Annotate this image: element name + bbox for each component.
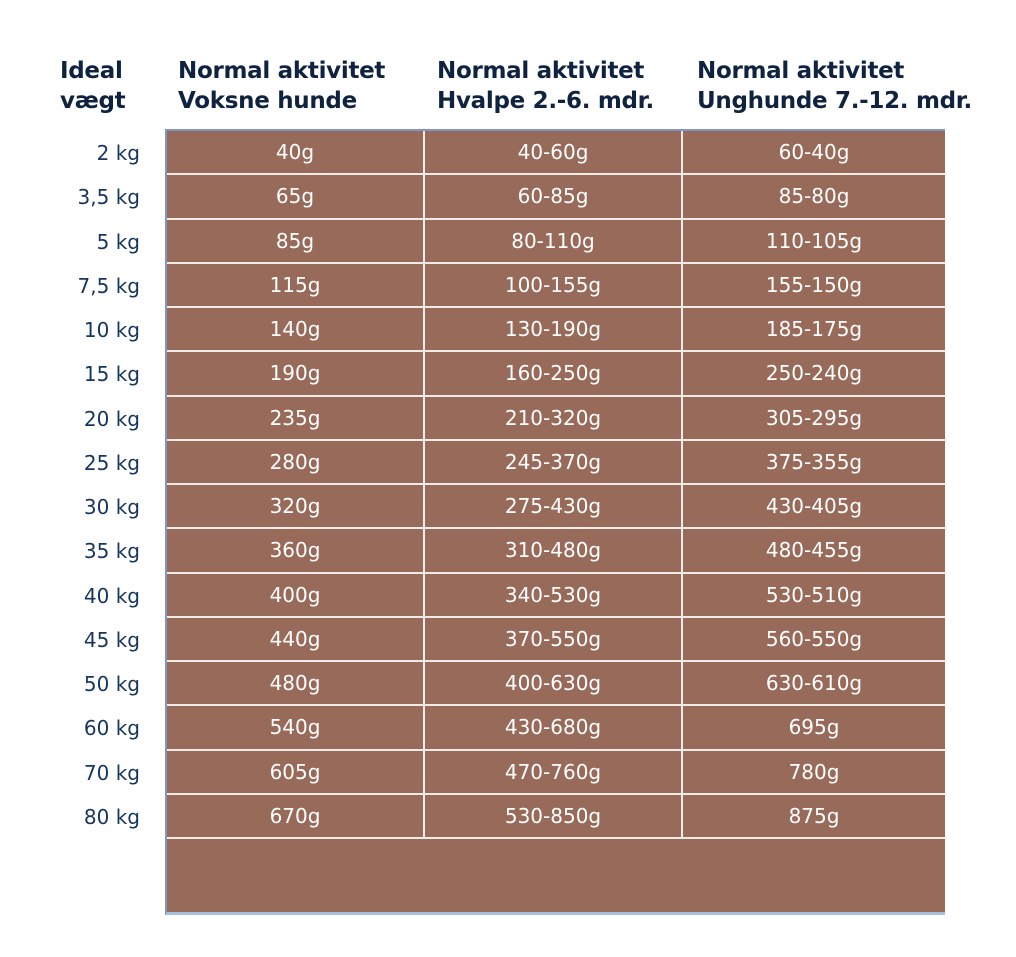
weight-label: 25 kg [83, 450, 140, 475]
cell-adult: 140g [167, 308, 425, 353]
cell-puppy: 310-480g [425, 529, 683, 574]
table-row: 320g 275-430g 430-405g [167, 485, 945, 530]
cell-puppy: 210-320g [425, 396, 683, 441]
cell-adult: 190g [167, 352, 425, 397]
weight-label: 50 kg [83, 672, 140, 696]
cell-adult: 400g [167, 573, 425, 618]
cell-junior: 60-40g [683, 131, 945, 176]
header-junior: Normal aktivitet Unghunde 7.-12. mdr. [697, 58, 972, 114]
cell-junior: 780g [683, 751, 945, 795]
weight-label: 3,5 kg [77, 185, 140, 210]
table-row: 40g 40-60g 60-40g [167, 131, 945, 176]
weight-label: 15 kg [83, 362, 140, 387]
cell-puppy: 470-760g [425, 750, 683, 795]
cell-adult: 85g [167, 219, 425, 264]
cell-junior: 375-355g [683, 441, 945, 485]
table-row: 360g 310-480g 480-455g [167, 529, 945, 574]
weight-label: 40 kg [83, 583, 140, 608]
cell-adult: 235g [167, 396, 425, 441]
cell-puppy: 275-430g [425, 485, 683, 530]
cell-junior: 110-105g [683, 220, 945, 264]
cell-adult: 280g [167, 440, 425, 485]
cell-adult: 480g [167, 662, 425, 707]
cell-junior: 430-405g [683, 485, 945, 530]
cell-puppy: 100-155g [425, 263, 683, 308]
cell-junior: 480-455g [683, 529, 945, 574]
cell-junior: 85-80g [683, 175, 945, 220]
weight-label: 7,5 kg [77, 273, 140, 298]
cell-puppy: 430-680g [425, 706, 683, 751]
table-row: 85g 80-110g 110-105g [167, 219, 945, 264]
table-row: 480g 400-630g 630-610g [167, 662, 945, 707]
weight-label: 45 kg [83, 627, 140, 652]
table-row: 65g 60-85g 85-80g [167, 175, 945, 220]
cell-adult: 40g [167, 131, 425, 176]
table-row: 670g 530-850g 875g [167, 794, 945, 839]
cell-junior: 155-150g [683, 264, 945, 308]
cell-adult: 65g [167, 175, 425, 220]
cell-puppy: 80-110g [425, 219, 683, 264]
weight-label: 70 kg [83, 760, 140, 785]
weight-label: 35 kg [83, 539, 140, 564]
weight-label: 60 kg [83, 716, 140, 741]
cell-puppy: 340-530g [425, 573, 683, 618]
table-row: 235g 210-320g 305-295g [167, 396, 945, 441]
weight-label: 10 kg [83, 318, 140, 342]
cell-junior: 695g [683, 706, 945, 751]
cell-puppy: 370-550g [425, 617, 683, 662]
weight-label: 80 kg [83, 804, 140, 829]
weight-label: 2 kg [96, 141, 140, 165]
cell-adult: 360g [167, 529, 425, 574]
header-puppy: Normal aktivitet Hvalpe 2.-6. mdr. [437, 58, 654, 114]
table-row: 400g 340-530g 530-510g [167, 573, 945, 618]
cell-puppy: 245-370g [425, 440, 683, 485]
table-row: 140g 130-190g 185-175g [167, 308, 945, 353]
cell-puppy: 130-190g [425, 308, 683, 353]
cell-puppy: 530-850g [425, 794, 683, 839]
table-row: 190g 160-250g 250-240g [167, 352, 945, 397]
table-row: 440g 370-550g 560-550g [167, 617, 945, 662]
cell-adult: 115g [167, 263, 425, 308]
cell-puppy: 40-60g [425, 131, 683, 176]
cell-junior: 250-240g [683, 352, 945, 397]
weight-label: 20 kg [83, 406, 140, 431]
header-adult: Normal aktivitet Voksne hunde [178, 58, 386, 114]
table-row: 280g 245-370g 375-355g [167, 440, 945, 485]
cell-junior: 560-550g [683, 618, 945, 662]
feeding-table: 40g 40-60g 60-40g 65g 60-85g 85-80g 85g 80-110g… [165, 129, 945, 915]
table-row: 540g 430-680g 695g [167, 706, 945, 751]
header-weight: Ideal vægt [60, 58, 126, 114]
cell-puppy: 60-85g [425, 175, 683, 220]
weight-label: 5 kg [96, 229, 140, 254]
weight-label: 30 kg [83, 495, 140, 519]
cell-adult: 540g [167, 706, 425, 751]
cell-adult: 320g [167, 485, 425, 530]
cell-puppy: 400-630g [425, 662, 683, 707]
table-row: 605g 470-760g 780g [167, 750, 945, 795]
cell-adult: 670g [167, 794, 425, 839]
cell-junior: 875g [683, 795, 945, 839]
table-row: 115g 100-155g 155-150g [167, 263, 945, 308]
cell-puppy: 160-250g [425, 352, 683, 397]
cell-junior: 530-510g [683, 574, 945, 618]
cell-adult: 440g [167, 617, 425, 662]
cell-adult: 605g [167, 750, 425, 795]
cell-junior: 305-295g [683, 397, 945, 441]
cell-junior: 630-610g [683, 662, 945, 707]
cell-junior: 185-175g [683, 308, 945, 353]
